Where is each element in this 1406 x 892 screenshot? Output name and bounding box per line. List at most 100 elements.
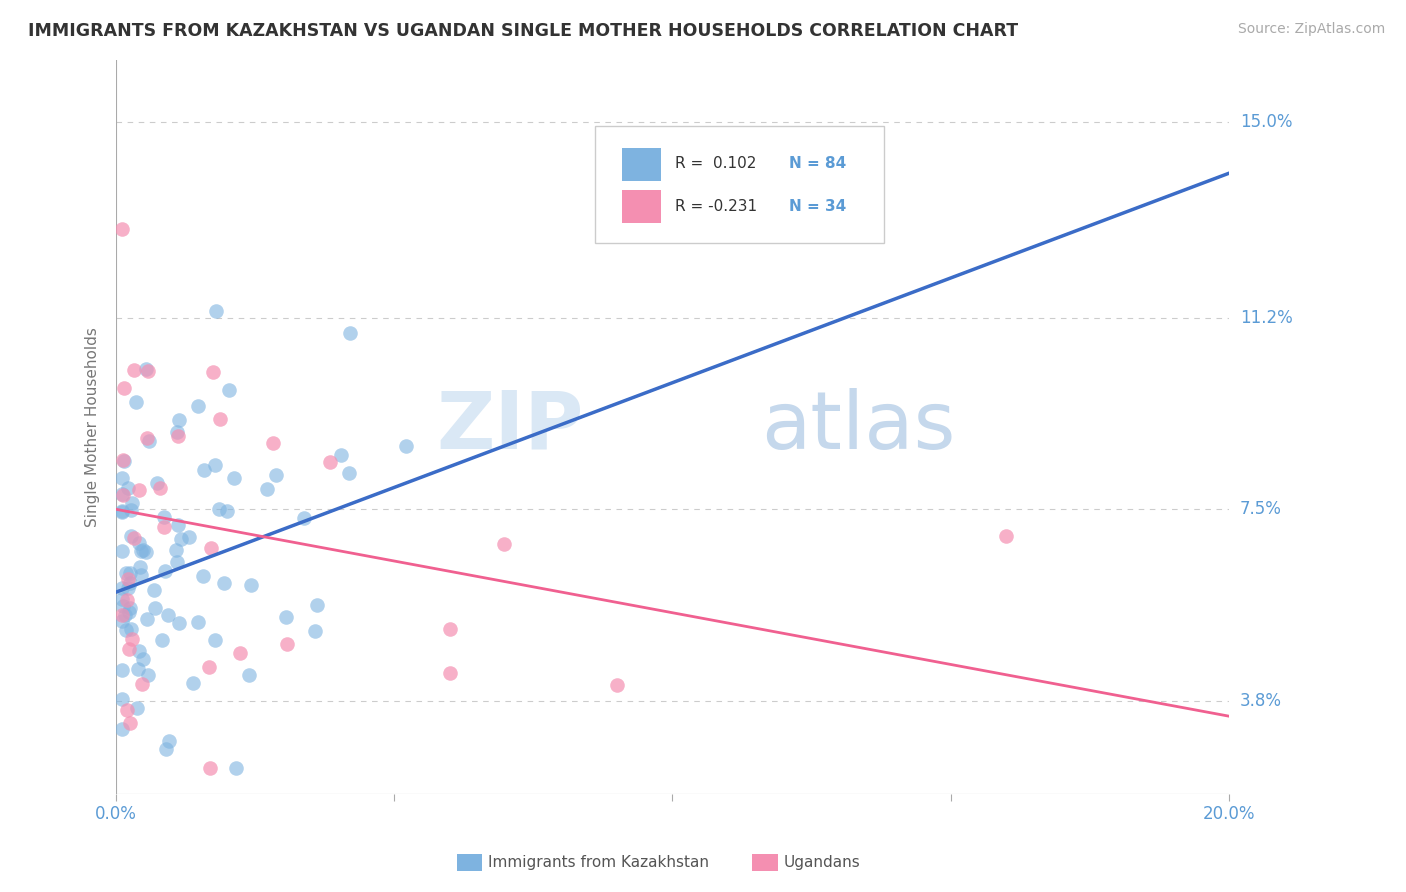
Point: [129, 544, 152, 558]
Point: [225, 761, 247, 775]
Point: [165, 543, 187, 558]
Point: [117, 572, 139, 586]
Point: [125, 395, 148, 409]
Point: [127, 700, 149, 714]
Point: [181, 676, 204, 690]
Point: [111, 691, 134, 706]
Point: [157, 608, 180, 623]
Point: [118, 566, 141, 580]
Point: [120, 715, 142, 730]
Point: [292, 510, 315, 524]
Point: [157, 734, 180, 748]
Point: [222, 470, 245, 484]
Point: [208, 411, 231, 425]
Point: [122, 531, 145, 545]
Point: [117, 582, 139, 596]
Text: N = 34: N = 34: [789, 199, 846, 214]
Point: [111, 581, 134, 595]
Point: [111, 487, 134, 501]
Point: [115, 566, 138, 580]
Point: [118, 576, 141, 591]
FancyBboxPatch shape: [595, 126, 884, 244]
Point: [111, 614, 134, 628]
Point: [276, 637, 298, 651]
Text: R =  0.102: R = 0.102: [675, 156, 756, 171]
Point: [136, 431, 159, 445]
Point: [170, 533, 193, 547]
Point: [330, 448, 353, 462]
Point: [266, 467, 288, 482]
Point: [118, 605, 141, 619]
Bar: [623, 189, 661, 223]
Text: N = 84: N = 84: [789, 156, 846, 171]
Point: [228, 647, 250, 661]
Point: [187, 399, 209, 413]
Point: [114, 454, 136, 468]
Text: atlas: atlas: [762, 388, 956, 466]
Point: [167, 616, 190, 631]
Text: R = -0.231: R = -0.231: [675, 199, 756, 214]
Point: [127, 662, 149, 676]
Text: IMMIGRANTS FROM KAZAKHSTAN VS UGANDAN SINGLE MOTHER HOUSEHOLDS CORRELATION CHART: IMMIGRANTS FROM KAZAKHSTAN VS UGANDAN SI…: [28, 22, 1018, 40]
Point: [128, 644, 150, 658]
Point: [135, 545, 157, 559]
Point: [111, 504, 134, 518]
Point: [131, 676, 153, 690]
Point: [276, 609, 298, 624]
Point: [146, 475, 169, 490]
Text: 7.5%: 7.5%: [1240, 500, 1282, 518]
Point: [128, 536, 150, 550]
Text: Source: ZipAtlas.com: Source: ZipAtlas.com: [1237, 22, 1385, 37]
Point: [995, 529, 1018, 543]
Point: [304, 624, 326, 638]
Point: [153, 509, 176, 524]
Point: [120, 503, 142, 517]
Point: [202, 365, 225, 379]
Text: Ugandans: Ugandans: [783, 855, 860, 870]
Point: [138, 434, 160, 449]
Point: [115, 624, 138, 638]
Point: [198, 660, 221, 674]
Point: [166, 425, 188, 440]
Point: [121, 496, 143, 510]
Point: [150, 633, 173, 648]
Point: [238, 667, 260, 681]
Point: [111, 453, 134, 467]
Point: [114, 607, 136, 622]
Point: [111, 471, 134, 485]
Point: [120, 529, 142, 543]
Point: [155, 741, 177, 756]
Point: [439, 622, 461, 636]
Point: [214, 576, 236, 591]
Point: [149, 481, 172, 495]
Point: [339, 466, 361, 480]
Point: [200, 761, 222, 775]
Point: [193, 463, 215, 477]
Point: [129, 568, 152, 582]
Text: 3.8%: 3.8%: [1240, 691, 1282, 710]
Point: [118, 642, 141, 657]
Point: [124, 363, 146, 377]
Point: [111, 222, 134, 236]
Text: 15.0%: 15.0%: [1240, 112, 1292, 130]
Point: [204, 458, 226, 473]
Point: [239, 577, 262, 591]
Point: [307, 598, 329, 612]
Point: [115, 703, 138, 717]
Point: [177, 530, 200, 544]
Point: [256, 482, 278, 496]
Point: [200, 541, 222, 555]
Point: [115, 593, 138, 607]
Point: [136, 668, 159, 682]
Point: [143, 601, 166, 615]
Text: ZIP: ZIP: [436, 388, 583, 466]
Point: [166, 555, 188, 569]
Point: [208, 501, 231, 516]
Point: [494, 536, 516, 550]
Point: [128, 483, 150, 497]
Point: [193, 569, 215, 583]
Point: [167, 429, 190, 443]
Point: [129, 560, 152, 574]
Point: [111, 663, 134, 677]
Y-axis label: Single Mother Households: Single Mother Households: [86, 326, 100, 526]
